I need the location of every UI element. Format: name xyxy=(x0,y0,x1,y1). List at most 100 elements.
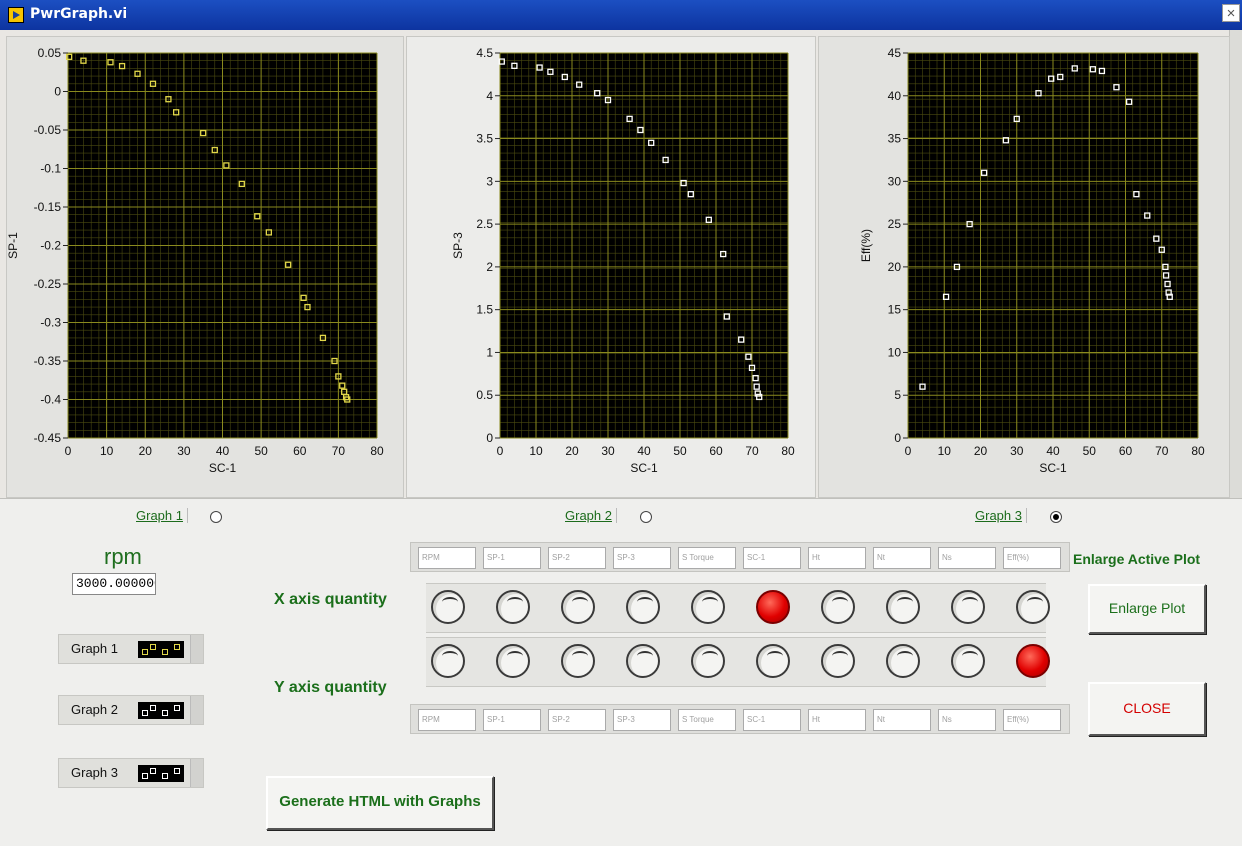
graph-1-radio[interactable] xyxy=(210,511,222,523)
data-point xyxy=(705,216,712,223)
x-axis-field-sp-2: SP-2 xyxy=(548,547,606,569)
x-axis-label: SC-1 xyxy=(209,461,237,475)
y-axis-field-eff-: Eff(%) xyxy=(1003,709,1061,731)
x-axis-field-eff-: Eff(%) xyxy=(1003,547,1061,569)
x-axis-led-10[interactable] xyxy=(1016,590,1050,624)
rpm-input[interactable]: 3000.000000 xyxy=(72,573,156,595)
x-axis-field-strip: RPM SP-1 SP-2 SP-3 S Torque SC-1 Ht Nt Ns Eff(%) xyxy=(410,542,1070,572)
graph-1-plot-legend[interactable]: Graph 1 xyxy=(58,634,204,664)
y-tick-label: -0.4 xyxy=(40,393,61,407)
x-axis-led-3[interactable] xyxy=(561,590,595,624)
graph-2-plot-legend[interactable]: Graph 2 xyxy=(58,695,204,725)
data-point xyxy=(604,96,612,104)
x-axis-led-6[interactable] xyxy=(756,590,790,624)
data-point xyxy=(1048,75,1055,82)
x-tick-label: 50 xyxy=(254,444,268,458)
y-axis-led-7[interactable] xyxy=(821,644,855,678)
y-axis-field-sc-1: SC-1 xyxy=(743,709,801,731)
y-axis-led-4[interactable] xyxy=(626,644,660,678)
x-axis-quantity-label: X axis quantity xyxy=(274,591,387,608)
y-axis-led-6[interactable] xyxy=(756,644,790,678)
window-title: PwrGraph.vi xyxy=(30,6,128,22)
x-axis-field-sp-1: SP-1 xyxy=(483,547,541,569)
y-tick-label: 0 xyxy=(54,85,61,99)
x-tick-label: 40 xyxy=(216,444,230,458)
data-point xyxy=(511,62,518,69)
graph-2-radio[interactable] xyxy=(640,511,652,523)
y-axis-field-strip: RPM SP-1 SP-2 SP-3 S Torque SC-1 Ht Nt Ns Eff(%) xyxy=(410,704,1070,734)
data-point xyxy=(1164,280,1171,288)
x-tick-label: 10 xyxy=(100,444,114,458)
x-tick-label: 40 xyxy=(1046,444,1060,458)
data-point xyxy=(662,156,669,164)
graph-3-plot-legend[interactable]: Graph 3 xyxy=(58,758,204,788)
graph-3-radio[interactable] xyxy=(1050,511,1062,523)
data-point xyxy=(1125,98,1133,105)
x-axis-led-5[interactable] xyxy=(691,590,725,624)
x-tick-label: 10 xyxy=(529,444,543,458)
y-axis-led-3[interactable] xyxy=(561,644,595,678)
y-axis-led-2[interactable] xyxy=(496,644,530,678)
graph-3-select-label: Graph 3 xyxy=(975,508,1027,523)
data-point xyxy=(1071,65,1078,72)
x-axis-led-1[interactable] xyxy=(431,590,465,624)
data-point xyxy=(319,334,327,342)
y-tick-label: 15 xyxy=(888,303,902,317)
y-axis-led-5[interactable] xyxy=(691,644,725,678)
x-axis-led-4[interactable] xyxy=(626,590,660,624)
title-bar: PwrGraph.vi xyxy=(0,0,1242,30)
y-tick-label: -0.3 xyxy=(40,316,61,330)
data-point xyxy=(149,80,157,87)
divider xyxy=(0,498,1242,499)
data-point xyxy=(626,115,633,123)
x-axis-led-8[interactable] xyxy=(886,590,920,624)
x-tick-label: 60 xyxy=(709,444,723,458)
data-point xyxy=(1162,272,1170,279)
graph-3-marker-swatch xyxy=(138,765,184,782)
y-axis-led-9[interactable] xyxy=(951,644,985,678)
data-point xyxy=(648,139,655,146)
data-point xyxy=(547,68,554,75)
x-tick-label: 10 xyxy=(938,444,952,458)
close-window-icon[interactable]: × xyxy=(1222,4,1240,22)
x-axis-led-7[interactable] xyxy=(821,590,855,624)
y-axis-field-nt: Nt xyxy=(873,709,931,731)
data-point xyxy=(738,336,745,343)
data-point xyxy=(753,383,760,390)
x-axis-led-9[interactable] xyxy=(951,590,985,624)
x-tick-label: 30 xyxy=(1010,444,1024,458)
y-axis-led-1[interactable] xyxy=(431,644,465,678)
y-axis-led-8[interactable] xyxy=(886,644,920,678)
generate-html-button[interactable]: Generate HTML with Graphs xyxy=(266,776,494,830)
data-point xyxy=(756,393,763,401)
enlarge-plot-button[interactable]: Enlarge Plot xyxy=(1088,584,1206,634)
graph-2-legend-label: Graph 2 xyxy=(71,702,118,717)
y-axis-label: SP-1 xyxy=(7,232,20,259)
x-tick-label: 40 xyxy=(637,444,651,458)
data-point xyxy=(536,64,543,71)
x-tick-label: 30 xyxy=(177,444,191,458)
y-axis-led-10[interactable] xyxy=(1016,644,1050,678)
data-point xyxy=(966,220,973,228)
y-tick-label: 35 xyxy=(888,132,902,146)
data-point xyxy=(1013,115,1020,123)
graph-1-chart: 0 10 20 30 40 50 60 70 80 0.05 0 -0.05 -0.1 -0.15 -0.2… xyxy=(7,46,384,475)
x-tick-label: 70 xyxy=(745,444,759,458)
data-point xyxy=(304,303,311,311)
y-tick-label: 0.5 xyxy=(476,388,493,402)
data-point xyxy=(576,81,583,88)
x-axis-field-ht: Ht xyxy=(808,547,866,569)
data-point xyxy=(754,390,761,397)
x-tick-label: 70 xyxy=(1155,444,1169,458)
graph-3-panel: 0 10 20 30 40 50 60 70 80 0 5 10 15 20 25 30 35 40 45 SC-1 E… xyxy=(818,36,1230,498)
y-tick-label: 3.5 xyxy=(476,132,493,146)
data-point xyxy=(344,396,351,403)
y-tick-label: 20 xyxy=(888,260,902,274)
data-point xyxy=(953,263,961,271)
graph-2-chart: 0 10 20 30 40 50 60 70 80 0 0.5 1 1.5 2 2.5 3 3.5 4 4.5 SC-… xyxy=(451,46,795,475)
x-axis-led-2[interactable] xyxy=(496,590,530,624)
x-tick-label: 50 xyxy=(1083,444,1097,458)
y-tick-label: -0.2 xyxy=(40,239,61,253)
y-tick-label: -0.45 xyxy=(34,431,62,445)
close-button[interactable]: CLOSE xyxy=(1088,682,1206,736)
